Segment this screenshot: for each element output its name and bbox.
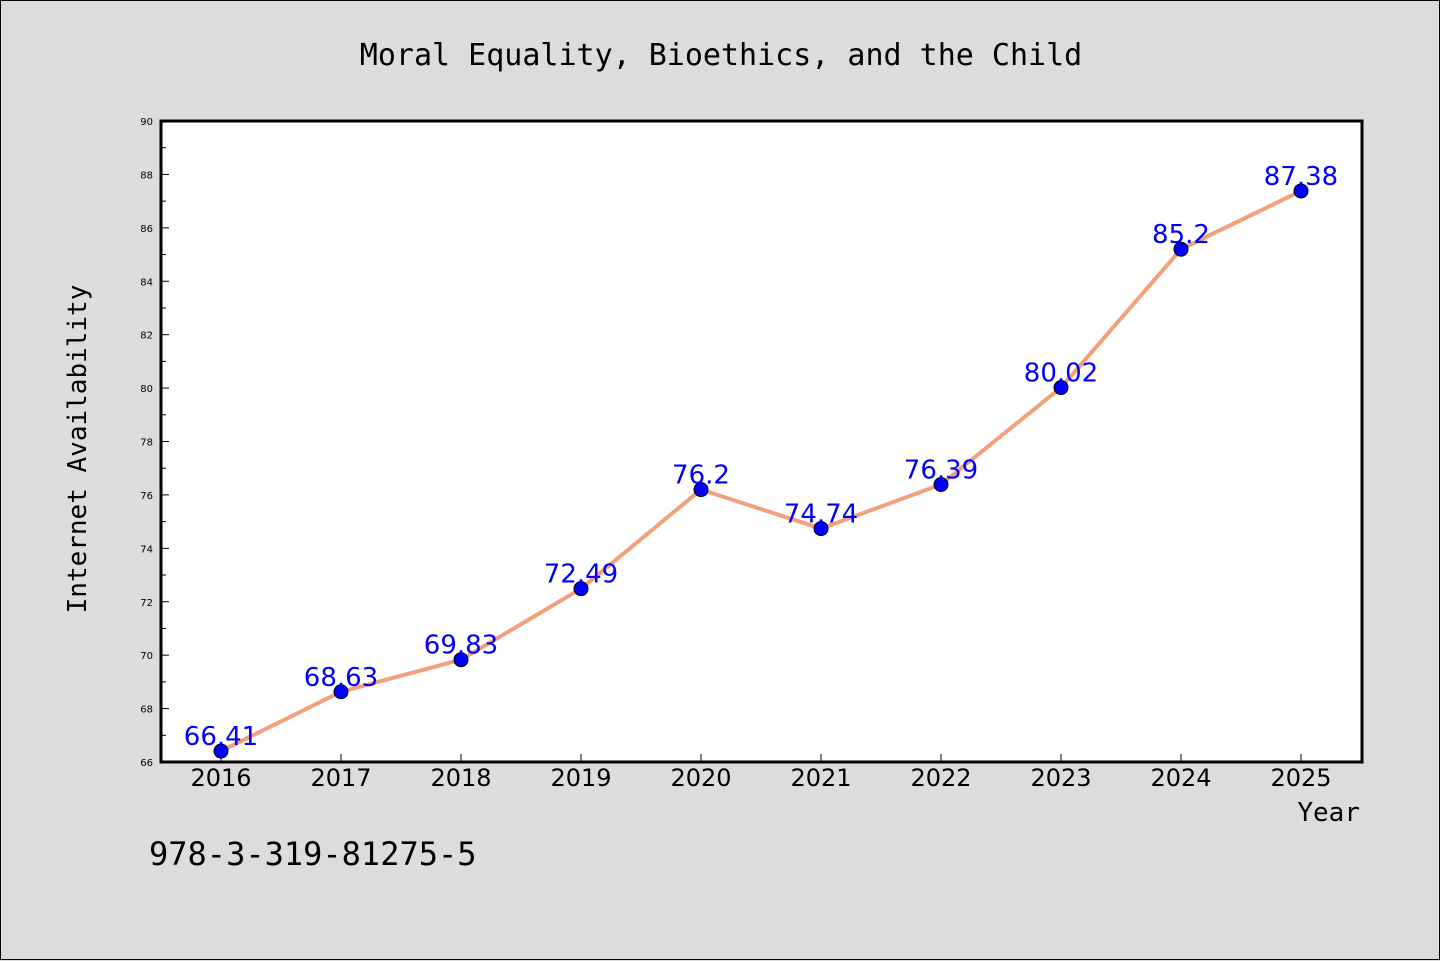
y-tick-label: 80 <box>140 384 153 395</box>
y-tick-label: 78 <box>140 438 153 449</box>
series-line <box>219 188 1303 754</box>
x-axis-label: Year <box>1297 798 1360 828</box>
x-tick-label: 2025 <box>1270 764 1331 792</box>
data-label: 72.49 <box>544 560 618 590</box>
y-tick-label: 90 <box>140 117 153 128</box>
y-tick-label: 70 <box>140 651 153 662</box>
plot-border <box>159 119 1364 764</box>
data-point <box>213 743 229 759</box>
data-point <box>333 684 349 700</box>
data-point <box>1053 380 1069 396</box>
data-label: 68.63 <box>304 663 378 693</box>
data-label: 80.02 <box>1024 359 1098 389</box>
data-label: 76.39 <box>904 456 978 486</box>
data-labels: 66.41 68.63 69.83 72.49 76.2 74.74 76.39 80.02 8… <box>184 162 1338 752</box>
data-point <box>933 477 949 493</box>
data-point <box>453 652 469 668</box>
data-label: 66.41 <box>184 722 258 752</box>
data-point <box>1293 183 1309 199</box>
x-tick-label: 2019 <box>550 764 611 792</box>
isbn-text: 978-3-319-81275-5 <box>149 835 477 873</box>
y-tick-label: 68 <box>140 705 153 716</box>
x-tick-label: 2020 <box>670 764 731 792</box>
chart-title: Moral Equality, Bioethics, and the Child <box>360 38 1082 73</box>
y-tick-label: 72 <box>140 598 153 609</box>
series-markers <box>213 183 1309 759</box>
x-tick-label: 2017 <box>310 764 371 792</box>
y-tick-label: 82 <box>140 331 153 342</box>
y-tick-label: 74 <box>140 544 153 555</box>
data-point <box>1173 241 1189 257</box>
y-tick-label: 76 <box>140 491 153 502</box>
x-tick-label: 2023 <box>1030 764 1091 792</box>
y-tick-label: 84 <box>140 277 153 288</box>
data-label: 76.2 <box>672 461 730 491</box>
x-tick-label: 2024 <box>1150 764 1211 792</box>
x-tick-label: 2021 <box>790 764 851 792</box>
y-tick-label: 88 <box>140 170 153 181</box>
y-tick-label: 86 <box>140 224 153 235</box>
data-label: 69.83 <box>424 631 498 661</box>
x-tick-label: 2016 <box>190 764 251 792</box>
data-point <box>573 581 589 597</box>
data-point <box>813 521 829 537</box>
x-axis: 2016 2017 2018 2019 2020 2021 2022 2023 2024 2025 <box>190 754 1332 792</box>
data-label: 87.38 <box>1264 162 1338 192</box>
data-label: 74.74 <box>784 500 858 530</box>
y-axis-label: Internet Availability <box>63 285 93 614</box>
x-tick-label: 2022 <box>910 764 971 792</box>
data-point <box>693 482 709 498</box>
plot-area <box>161 121 1362 762</box>
x-tick-label: 2018 <box>430 764 491 792</box>
y-tick-label: 66 <box>140 758 153 769</box>
data-label: 85.2 <box>1152 220 1210 250</box>
